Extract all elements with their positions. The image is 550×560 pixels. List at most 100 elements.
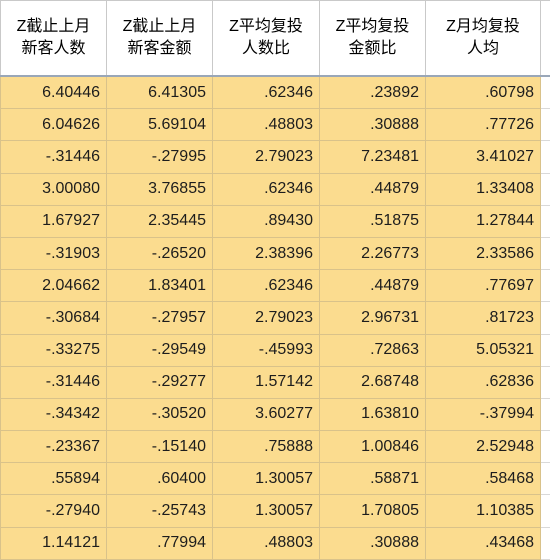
data-cell[interactable]: 2.68748: [319, 365, 426, 399]
data-cell[interactable]: 5.69104: [106, 108, 213, 142]
data-cell[interactable]: 1.33408: [425, 172, 541, 206]
empty-header-cell: [540, 0, 550, 77]
data-cell[interactable]: 1.57142: [212, 365, 320, 399]
data-cell[interactable]: 6.40446: [0, 75, 107, 110]
data-cell[interactable]: 2.04662: [0, 269, 107, 303]
data-cell[interactable]: .43468: [425, 526, 541, 560]
data-cell[interactable]: -.30684: [0, 301, 107, 335]
table-row: -.31903 -.26520 2.38396 2.26773 2.33586: [0, 236, 550, 271]
data-cell[interactable]: 1.70805: [319, 494, 426, 528]
data-cell[interactable]: .77697: [425, 269, 541, 303]
data-cell[interactable]: 3.41027: [425, 140, 541, 174]
data-cell[interactable]: 2.79023: [212, 140, 320, 174]
empty-cell: [540, 430, 550, 464]
data-cell[interactable]: 1.00846: [319, 430, 426, 464]
column-header[interactable]: Z平均复投 人数比: [212, 0, 320, 77]
data-cell[interactable]: -.23367: [0, 430, 107, 464]
table-row: 6.04626 5.69104.48803.30888.77726: [0, 108, 550, 142]
data-cell[interactable]: -.27957: [106, 301, 213, 335]
data-cell[interactable]: 2.79023: [212, 301, 320, 335]
data-cell[interactable]: .62346: [212, 269, 320, 303]
data-cell[interactable]: 1.67927: [0, 204, 107, 238]
column-header-line1: Z平均复投: [335, 18, 410, 35]
data-cell[interactable]: .30888: [319, 108, 426, 142]
data-cell[interactable]: .62346: [212, 75, 320, 110]
data-cell[interactable]: 5.05321: [425, 333, 541, 367]
column-header-line2: 人数比: [241, 40, 290, 57]
data-cell[interactable]: .75888: [212, 430, 320, 464]
data-cell[interactable]: -.25743: [106, 494, 213, 528]
data-cell[interactable]: .60400: [106, 462, 213, 496]
data-cell[interactable]: .77994: [106, 526, 213, 560]
table-row: 6.40446 6.41305.62346.23892.60798: [0, 75, 550, 110]
data-cell[interactable]: 2.96731: [319, 301, 426, 335]
data-cell[interactable]: .44879: [319, 269, 426, 303]
data-cell[interactable]: 1.14121: [0, 526, 107, 560]
data-cell[interactable]: 7.23481: [319, 140, 426, 174]
column-header-line2: 金额比: [348, 40, 397, 57]
data-cell[interactable]: -.31446: [0, 140, 107, 174]
data-cell[interactable]: 6.04626: [0, 108, 107, 142]
data-cell[interactable]: -.29277: [106, 365, 213, 399]
data-cell[interactable]: .89430: [212, 204, 320, 238]
empty-cell: [540, 140, 550, 174]
data-cell[interactable]: 2.38396: [212, 236, 320, 271]
data-cell[interactable]: -.45993: [212, 333, 320, 367]
data-cell[interactable]: 1.83401: [106, 269, 213, 303]
data-cell[interactable]: 2.35445: [106, 204, 213, 238]
data-cell[interactable]: 3.76855: [106, 172, 213, 206]
data-cell[interactable]: -.34342: [0, 397, 107, 432]
data-cell[interactable]: 3.60277: [212, 397, 320, 432]
data-cell[interactable]: .48803: [212, 108, 320, 142]
table-row: 1.67927 2.35445.89430.51875 1.27844: [0, 204, 550, 238]
data-cell[interactable]: -.26520: [106, 236, 213, 271]
data-cell[interactable]: .72863: [319, 333, 426, 367]
data-cell[interactable]: 1.10385: [425, 494, 541, 528]
table-row: -.27940 -.25743 1.30057 1.70805 1.10385: [0, 494, 550, 528]
data-cell[interactable]: 1.30057: [212, 494, 320, 528]
data-cell[interactable]: -.27995: [106, 140, 213, 174]
data-cell[interactable]: .60798: [425, 75, 541, 110]
data-cell[interactable]: .51875: [319, 204, 426, 238]
data-cell[interactable]: .62346: [212, 172, 320, 206]
data-cell[interactable]: .81723: [425, 301, 541, 335]
data-cell[interactable]: -.29549: [106, 333, 213, 367]
data-cell[interactable]: 6.41305: [106, 75, 213, 110]
data-cell[interactable]: .30888: [319, 526, 426, 560]
data-cell[interactable]: .23892: [319, 75, 426, 110]
data-cell[interactable]: .58468: [425, 462, 541, 496]
data-cell[interactable]: 2.33586: [425, 236, 541, 271]
column-header[interactable]: Z月均复投 人均: [425, 0, 541, 77]
data-cell[interactable]: .48803: [212, 526, 320, 560]
data-cell[interactable]: 3.00080: [0, 172, 107, 206]
column-header[interactable]: Z平均复投金额比: [319, 0, 426, 77]
data-cell[interactable]: 2.52948: [425, 430, 541, 464]
data-cell[interactable]: 1.27844: [425, 204, 541, 238]
data-cell[interactable]: .44879: [319, 172, 426, 206]
data-cell[interactable]: -.27940: [0, 494, 107, 528]
data-cell[interactable]: .77726: [425, 108, 541, 142]
column-header[interactable]: Z截止上月 新客人数: [0, 0, 107, 77]
data-cell[interactable]: -.31446: [0, 365, 107, 399]
table-row: -.34342 -.30520 3.60277 1.63810 -.37994: [0, 397, 550, 432]
data-cell[interactable]: -.33275: [0, 333, 107, 367]
data-cell[interactable]: -.30520: [106, 397, 213, 432]
data-cell[interactable]: -.15140: [106, 430, 213, 464]
data-cell[interactable]: 1.63810: [319, 397, 426, 432]
table-row: -.31446 -.29277 1.57142 2.68748.62836: [0, 365, 550, 399]
empty-cell: [540, 108, 550, 142]
grid-body: 6.40446 6.41305.62346.23892.60798 6.04626 5…: [0, 75, 550, 560]
data-cell[interactable]: .55894: [0, 462, 107, 496]
data-cell[interactable]: .62836: [425, 365, 541, 399]
empty-cell: [540, 172, 550, 206]
data-cell[interactable]: 1.30057: [212, 462, 320, 496]
table-row: -.33275 -.29549 -.45993.72863 5.05321: [0, 333, 550, 367]
empty-cell: [540, 269, 550, 303]
column-header-line2: 新客人数: [21, 40, 86, 57]
data-cell[interactable]: -.31903: [0, 236, 107, 271]
data-cell[interactable]: 2.26773: [319, 236, 426, 271]
data-cell[interactable]: -.37994: [425, 397, 541, 432]
data-cell[interactable]: .58871: [319, 462, 426, 496]
empty-cell: [540, 365, 550, 399]
column-header[interactable]: Z截止上月 新客金额: [106, 0, 213, 77]
